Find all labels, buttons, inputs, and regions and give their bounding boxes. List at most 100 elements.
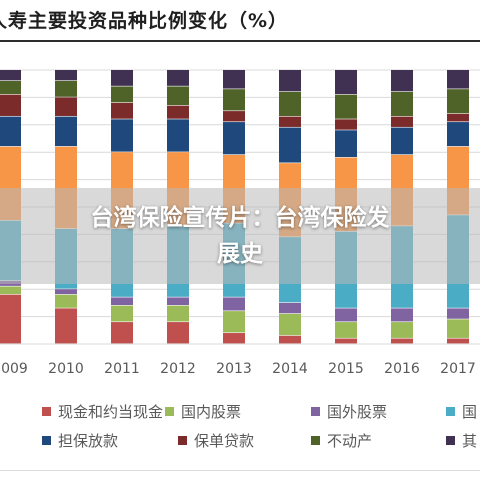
x-tick-label: 2013	[216, 361, 252, 377]
legend-swatch-policy-loan	[178, 435, 187, 445]
x-tick-label: 2009	[0, 361, 28, 377]
bar-segment	[55, 289, 77, 295]
bar-segment	[279, 116, 301, 127]
legend-item-secured-loan: 担保放款	[42, 429, 118, 451]
bar-segment	[279, 335, 301, 344]
bar-segment	[167, 86, 189, 106]
legend-label: 不动产	[327, 431, 373, 450]
bar-segment	[335, 338, 357, 344]
bar-segment	[447, 319, 469, 338]
overlay-headline-line1: 台湾保险宣传片：台湾保险发	[90, 205, 390, 231]
footer-divider	[0, 470, 480, 471]
bar-segment	[0, 294, 21, 344]
bar-segment	[391, 322, 413, 338]
bar-segment	[391, 127, 413, 155]
chart-legend: 现金和约当现金 国内股票 国外股票 国 担保放款 保单贷款 不动产 其	[0, 392, 480, 462]
legend-label: 国	[462, 402, 478, 421]
x-tick-label: 2010	[48, 361, 84, 377]
bar-segment	[335, 70, 357, 95]
bar-segment	[391, 338, 413, 344]
bar-segment	[111, 119, 133, 152]
bar-segment	[223, 122, 245, 155]
bar-segment	[223, 333, 245, 344]
legend-item-other: 其	[446, 429, 477, 451]
bar-segment	[279, 313, 301, 336]
chart-title: 人寿主要投资品种比例变化（%）	[0, 10, 289, 32]
x-tick-label: 2017	[440, 361, 476, 377]
legend-label: 国外股票	[327, 402, 388, 421]
bar-segment	[279, 127, 301, 163]
bar-segment	[391, 308, 413, 322]
legend-label: 其	[462, 431, 478, 450]
bar-segment	[447, 338, 469, 344]
bar-segment	[223, 111, 245, 122]
bar-segment	[167, 297, 189, 306]
bar-segment	[111, 70, 133, 86]
legend-label: 保单贷款	[194, 431, 255, 450]
legend-item-real-estate: 不动产	[311, 429, 372, 451]
bar-segment	[0, 286, 21, 295]
legend-swatch-real-estate	[311, 435, 320, 445]
legend-swatch-foreign-fixed-income	[446, 406, 455, 416]
bar-segment	[111, 86, 133, 103]
bar-segment	[111, 102, 133, 119]
bar-segment	[167, 119, 189, 152]
bar-segment	[111, 322, 133, 344]
x-tick-label: 2016	[384, 361, 420, 377]
legend-swatch-cash	[42, 406, 51, 416]
bar-segment	[335, 130, 357, 158]
bar-segment	[279, 70, 301, 92]
bar-segment	[335, 322, 357, 338]
bar-segment	[223, 70, 245, 89]
bar-segment	[0, 80, 21, 95]
bar-segment	[447, 89, 469, 114]
bar-segment	[167, 322, 189, 344]
x-tick-label: 2012	[160, 361, 196, 377]
overlay-headline[interactable]: 台湾保险宣传片：台湾保险发 展史	[20, 200, 460, 272]
legend-swatch-secured-loan	[42, 435, 51, 445]
bar-segment	[335, 94, 357, 119]
bar-segment	[223, 89, 245, 111]
bar-segment	[111, 297, 133, 306]
bar-segment	[223, 311, 245, 333]
title-divider	[0, 40, 480, 42]
legend-item-foreign-fixed-income: 国	[446, 400, 477, 422]
legend-label: 担保放款	[58, 431, 119, 450]
bar-segment	[335, 119, 357, 130]
bar-segment	[279, 302, 301, 314]
bar-segment	[0, 116, 21, 147]
bar-segment	[167, 305, 189, 322]
legend-item-cash: 现金和约当现金	[42, 400, 163, 422]
bar-segment	[0, 94, 21, 116]
legend-swatch-domestic-stock	[165, 406, 174, 416]
bar-segment	[447, 70, 469, 89]
legend-swatch-other	[446, 435, 455, 445]
x-tick-label: 2011	[104, 361, 140, 377]
bar-segment	[55, 97, 77, 116]
overlay-headline-line2: 展史	[217, 241, 263, 267]
bar-segment	[391, 116, 413, 127]
bar-segment	[391, 91, 413, 116]
legend-item-policy-loan: 保单贷款	[178, 429, 254, 451]
bar-segment	[55, 308, 77, 344]
legend-item-domestic-stock: 国内股票	[165, 400, 241, 422]
bar-segment	[167, 105, 189, 119]
overlay-banner	[0, 188, 480, 284]
x-tick-label: 2015	[328, 361, 364, 377]
bar-segment	[447, 113, 469, 122]
bar-segment	[335, 308, 357, 322]
bar-segment	[223, 297, 245, 311]
legend-item-foreign-stock: 国外股票	[311, 400, 387, 422]
bar-segment	[111, 305, 133, 322]
bar-segment	[0, 70, 21, 81]
x-tick-label: 2014	[272, 361, 308, 377]
bar-segment	[55, 116, 77, 147]
bar-segment	[279, 91, 301, 116]
legend-swatch-foreign-stock	[311, 406, 320, 416]
bar-segment	[447, 308, 469, 319]
bar-segment	[55, 80, 77, 97]
bar-segment	[55, 70, 77, 81]
legend-label: 国内股票	[181, 402, 242, 421]
bar-segment	[447, 122, 469, 147]
bar-segment	[167, 70, 189, 86]
